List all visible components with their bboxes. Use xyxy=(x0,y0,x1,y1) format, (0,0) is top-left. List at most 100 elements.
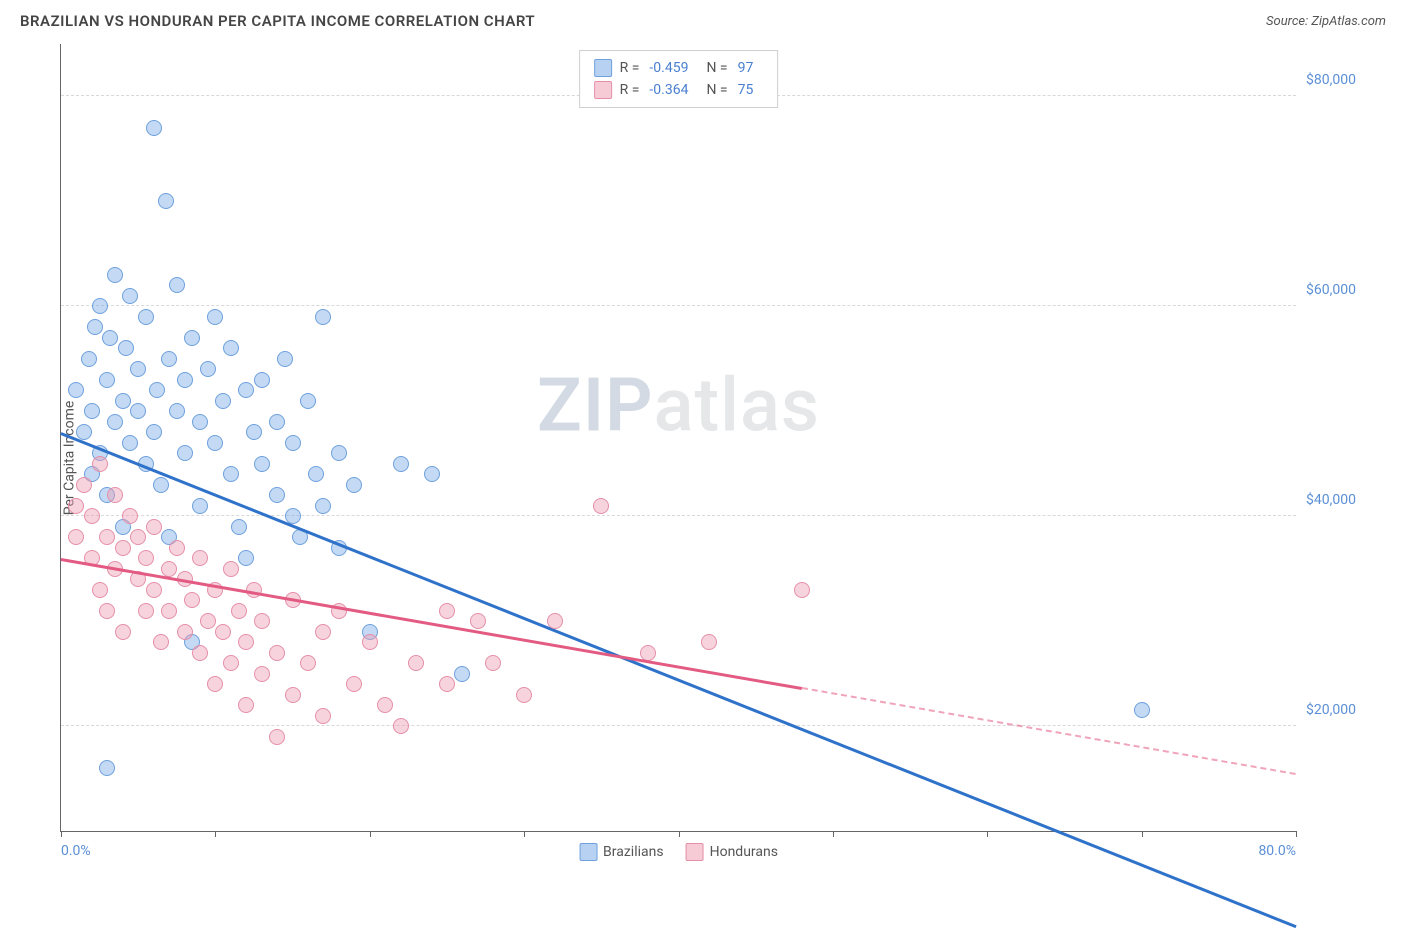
data-point xyxy=(393,456,409,472)
data-point xyxy=(184,592,200,608)
data-point xyxy=(158,193,174,209)
y-tick-label: $20,000 xyxy=(1306,702,1376,718)
data-point xyxy=(254,372,270,388)
data-point xyxy=(315,498,331,514)
data-point xyxy=(277,351,293,367)
data-point xyxy=(161,603,177,619)
data-point xyxy=(315,309,331,325)
data-point xyxy=(169,403,185,419)
data-point xyxy=(177,372,193,388)
swatch-brazilians xyxy=(594,59,612,77)
data-point xyxy=(254,456,270,472)
data-point xyxy=(177,624,193,640)
data-point xyxy=(223,340,239,356)
data-point xyxy=(547,613,563,629)
data-point xyxy=(146,424,162,440)
data-point xyxy=(701,634,717,650)
data-point xyxy=(115,393,131,409)
data-point xyxy=(207,435,223,451)
n-label: N = xyxy=(706,82,727,98)
data-point xyxy=(454,666,470,682)
data-point xyxy=(300,655,316,671)
data-point xyxy=(207,309,223,325)
n-value-hondurans: 75 xyxy=(738,82,754,98)
data-point xyxy=(76,477,92,493)
plot-area: ZIPatlas R = -0.459 N = 97 R = -0.364 N … xyxy=(60,44,1296,832)
data-point xyxy=(470,613,486,629)
data-point xyxy=(215,393,231,409)
data-point xyxy=(107,414,123,430)
data-point xyxy=(146,582,162,598)
data-point xyxy=(408,655,424,671)
data-point xyxy=(424,466,440,482)
data-point xyxy=(130,403,146,419)
data-point xyxy=(68,498,84,514)
data-point xyxy=(161,561,177,577)
gridline xyxy=(61,515,1296,516)
data-point xyxy=(238,697,254,713)
x-tick-label: 80.0% xyxy=(1258,843,1296,859)
data-point xyxy=(81,351,97,367)
x-tick xyxy=(679,831,680,837)
data-point xyxy=(161,351,177,367)
n-value-brazilians: 97 xyxy=(738,60,754,76)
x-tick xyxy=(833,831,834,837)
data-point xyxy=(99,529,115,545)
data-point xyxy=(346,477,362,493)
data-point xyxy=(215,624,231,640)
data-point xyxy=(485,655,501,671)
chart-header: BRAZILIAN VS HONDURAN PER CAPITA INCOME … xyxy=(0,0,1406,38)
legend-label-brazilians: Brazilians xyxy=(603,844,664,860)
data-point xyxy=(138,550,154,566)
trend-line xyxy=(61,558,802,690)
data-point xyxy=(192,414,208,430)
data-point xyxy=(362,634,378,650)
y-tick-label: $60,000 xyxy=(1306,282,1376,298)
data-point xyxy=(115,540,131,556)
x-tick xyxy=(524,831,525,837)
x-tick xyxy=(370,831,371,837)
data-point xyxy=(169,277,185,293)
data-point xyxy=(439,603,455,619)
data-point xyxy=(99,372,115,388)
n-label: N = xyxy=(706,60,727,76)
data-point xyxy=(92,298,108,314)
data-point xyxy=(231,519,247,535)
data-point xyxy=(439,676,455,692)
data-point xyxy=(99,603,115,619)
watermark: ZIPatlas xyxy=(537,363,820,450)
data-point xyxy=(246,424,262,440)
data-point xyxy=(223,561,239,577)
data-point xyxy=(138,309,154,325)
gridline xyxy=(61,305,1296,306)
data-point xyxy=(223,655,239,671)
watermark-part2: atlas xyxy=(654,363,820,450)
data-point xyxy=(192,550,208,566)
data-point xyxy=(300,393,316,409)
data-point xyxy=(68,382,84,398)
data-point xyxy=(102,330,118,346)
data-point xyxy=(122,435,138,451)
data-point xyxy=(238,550,254,566)
x-tick xyxy=(61,831,62,837)
data-point xyxy=(153,634,169,650)
data-point xyxy=(146,120,162,136)
swatch-brazilians xyxy=(579,843,597,861)
data-point xyxy=(308,466,324,482)
legend-item-hondurans: Hondurans xyxy=(686,843,778,861)
data-point xyxy=(122,288,138,304)
r-value-brazilians: -0.459 xyxy=(649,60,688,76)
data-point xyxy=(269,729,285,745)
data-point xyxy=(516,687,532,703)
data-point xyxy=(76,424,92,440)
data-point xyxy=(84,508,100,524)
x-tick xyxy=(215,831,216,837)
data-point xyxy=(130,361,146,377)
data-point xyxy=(593,498,609,514)
data-point xyxy=(149,382,165,398)
data-point xyxy=(238,634,254,650)
r-label: R = xyxy=(620,60,640,76)
gridline xyxy=(61,725,1296,726)
watermark-part1: ZIP xyxy=(537,363,654,450)
x-tick-label: 0.0% xyxy=(61,843,91,859)
